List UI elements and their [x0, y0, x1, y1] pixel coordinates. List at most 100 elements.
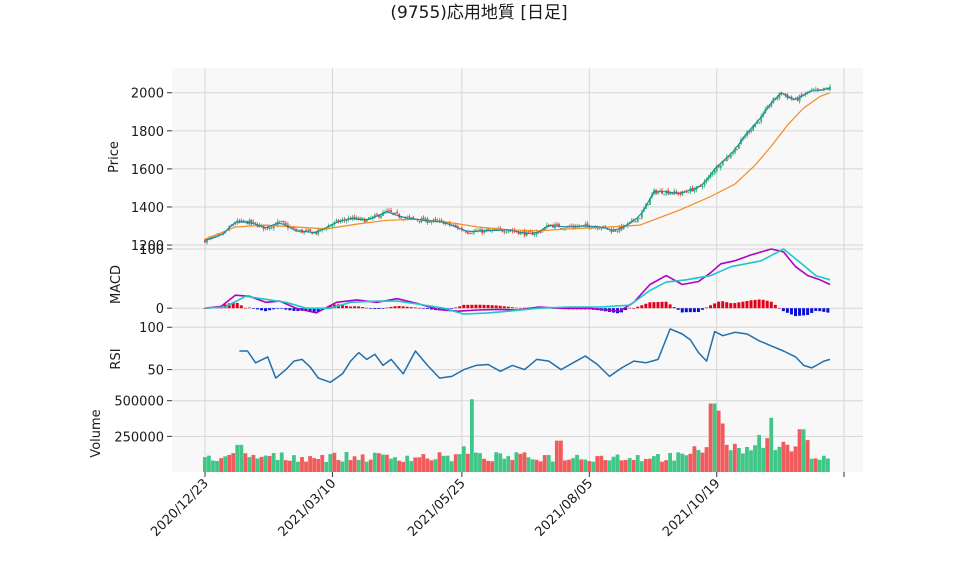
volume-bar: [825, 458, 830, 472]
volume-bar: [587, 461, 592, 472]
volume-bar: [805, 440, 810, 472]
candle-body: [495, 228, 498, 230]
volume-bar: [785, 444, 790, 472]
candle-body: [727, 156, 730, 157]
candle-body: [754, 124, 757, 128]
volume-bar: [291, 455, 296, 472]
volume-bar: [263, 455, 268, 472]
macd-histogram-bar: [235, 302, 239, 309]
candle-body: [272, 224, 275, 229]
macd-histogram-bar: [660, 301, 664, 309]
moving-average-line: [204, 92, 831, 240]
volume-bar: [575, 454, 579, 472]
macd-histogram-bar: [260, 308, 264, 311]
candle-body: [280, 221, 283, 222]
volume-bar: [267, 456, 272, 472]
volume-bar: [558, 440, 563, 472]
volume-bar: [461, 446, 466, 472]
macd-histogram-bar: [757, 299, 761, 309]
macd-histogram-bar: [203, 308, 207, 309]
macd-histogram-bar: [474, 304, 478, 309]
candle-body: [590, 228, 593, 230]
macd-histogram-bar: [458, 306, 462, 309]
volume-bar: [522, 452, 527, 472]
volume-bar: [336, 460, 341, 472]
volume-bar: [639, 461, 644, 472]
candle-body: [440, 220, 443, 222]
volume-bar: [445, 455, 450, 472]
candle-body: [499, 227, 502, 230]
macd-histogram-bar: [733, 303, 737, 309]
volume-bar: [247, 457, 252, 472]
candle-body: [560, 228, 562, 229]
volume-bar: [344, 452, 349, 472]
candle-body: [800, 94, 803, 96]
macd-histogram-bar: [773, 304, 777, 309]
volume-bar: [352, 456, 357, 472]
candle-body: [814, 88, 817, 90]
candle-body: [487, 228, 490, 231]
candle-body: [485, 229, 488, 231]
volume-bar: [502, 458, 507, 472]
volume-bar: [227, 454, 232, 472]
candle-body: [699, 185, 702, 187]
volume-bar: [478, 453, 482, 472]
volume-bar: [765, 438, 770, 472]
candle-body: [812, 89, 815, 91]
candle-body: [222, 233, 225, 235]
candle-body: [295, 229, 297, 232]
candle-body: [208, 237, 210, 239]
volume-bar: [364, 461, 369, 472]
volume-bar: [498, 453, 503, 472]
candle-body: [721, 160, 724, 166]
chart-title: (9755)応用地質 [日足]: [390, 3, 567, 23]
candle-body: [244, 220, 247, 222]
volume-bar: [813, 458, 818, 472]
volume-bar: [433, 459, 438, 472]
y-axis-label: Volume: [89, 409, 104, 457]
volume-bar: [376, 453, 381, 472]
volume-bar: [356, 459, 361, 472]
macd-histogram-bar: [745, 300, 749, 309]
indicator-lines: [204, 87, 831, 384]
volume-bar: [287, 460, 292, 472]
volume-bar: [777, 446, 782, 472]
volume-bar: [324, 461, 329, 472]
volume-bar: [761, 447, 766, 472]
volume-bar: [781, 441, 786, 472]
candle-body: [467, 232, 469, 234]
volume-bar: [732, 443, 737, 472]
volume-bar: [405, 455, 410, 472]
candle-body: [628, 221, 631, 224]
volume-bar: [304, 461, 308, 472]
panel-rsi: [172, 323, 863, 395]
macd-histogram-bar: [397, 306, 401, 309]
macd-histogram-bar: [737, 302, 741, 309]
macd-histogram-bar: [769, 301, 773, 309]
candle-body: [556, 223, 558, 225]
volume-bar: [360, 454, 365, 472]
volume-bar: [429, 460, 434, 472]
volume-bar: [627, 458, 632, 472]
volume-bar: [538, 461, 543, 472]
volume-bar: [239, 444, 244, 472]
macd-histogram-bar: [798, 308, 802, 316]
volume-bar: [518, 453, 523, 472]
candle-body: [448, 222, 451, 225]
volume-bar: [279, 452, 284, 472]
volume-bar: [797, 429, 802, 472]
candle-body: [489, 229, 492, 231]
volume-bar: [692, 446, 697, 472]
macd-histogram-bar: [749, 300, 753, 309]
candle-body: [669, 193, 672, 195]
volume-bar: [231, 453, 236, 472]
macd-histogram-bar: [656, 301, 660, 309]
candle-body: [717, 165, 720, 168]
candle-body: [784, 93, 787, 96]
volume-bar: [728, 450, 733, 472]
macd-histogram-bar: [676, 308, 680, 310]
candle-body: [533, 233, 536, 236]
macd-histogram-bar: [264, 308, 268, 312]
volume-bar: [215, 461, 219, 472]
volume-bar: [700, 452, 705, 472]
